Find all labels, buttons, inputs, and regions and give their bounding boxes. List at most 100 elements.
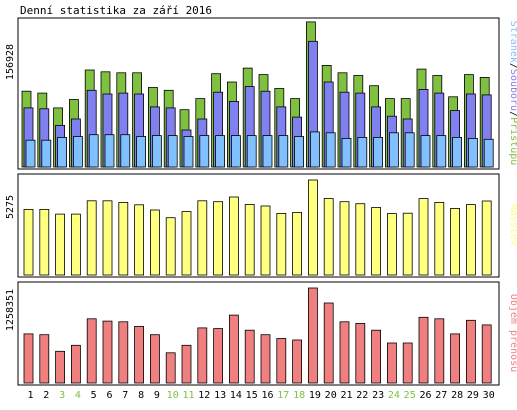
bar-transfer-day-8 <box>134 325 145 384</box>
hits-legend: Stránek/Souborů/Přístupů <box>508 21 517 166</box>
bar-transfer-day-14 <box>228 314 239 384</box>
legend-separator: / <box>508 63 517 69</box>
bar-visits-day-29 <box>465 204 476 276</box>
bar-transfer-day-15 <box>244 329 255 384</box>
bar-str-nek-day-12 <box>199 135 210 168</box>
x-tick-label-day-21: 21 <box>340 390 352 401</box>
bar-transfer-day-17 <box>276 338 287 384</box>
bar-str-nek-day-16 <box>262 135 273 168</box>
bar-visits-day-14 <box>228 196 239 276</box>
x-tick-label-day-23: 23 <box>372 390 384 401</box>
bar-str-nek-day-10 <box>167 135 178 168</box>
x-tick-label-day-22: 22 <box>356 390 368 401</box>
transfer-panel-frame <box>17 281 500 386</box>
x-tick-label-day-29: 29 <box>467 390 479 401</box>
bar-str-nek-day-7 <box>120 134 131 168</box>
bar-visits-day-13 <box>213 201 224 276</box>
bar-transfer-day-5 <box>86 318 97 384</box>
y-axis-max-label-1: 156928 <box>5 44 16 80</box>
x-tick-label-day-26: 26 <box>419 390 431 401</box>
y-axis-labels: 156928 5275 1258351 <box>5 44 16 331</box>
x-tick-label-day-25: 25 <box>404 390 416 401</box>
x-tick-label-day-20: 20 <box>325 390 337 401</box>
bar-transfer-day-7 <box>118 321 129 384</box>
bar-transfer-day-4 <box>71 344 81 384</box>
bar-visits-day-5 <box>86 200 97 276</box>
bar-visits-day-20 <box>323 198 334 276</box>
bar-str-nek-day-17 <box>278 135 289 168</box>
hits-panel-frame <box>17 17 500 170</box>
bar-visits-day-24 <box>386 213 397 276</box>
bar-visits-day-19 <box>307 179 318 276</box>
x-tick-label-day-6: 6 <box>106 390 112 401</box>
bar-str-nek-day-2 <box>41 139 52 168</box>
bar-str-nek-day-18 <box>294 136 305 168</box>
bar-transfer-day-2 <box>39 334 50 384</box>
bar-str-nek-day-15 <box>246 135 257 168</box>
bar-transfer-day-21 <box>339 321 350 384</box>
bar-str-nek-day-23 <box>373 136 384 168</box>
bar-str-nek-day-27 <box>436 135 447 168</box>
x-tick-label-day-7: 7 <box>122 390 128 401</box>
bar-visits-day-18 <box>292 212 303 276</box>
x-tick-label-day-4: 4 <box>75 390 81 401</box>
x-tick-label-day-5: 5 <box>91 390 97 401</box>
bar-transfer-day-20 <box>323 302 334 384</box>
bar-str-nek-day-26 <box>420 135 431 168</box>
bar-str-nek-day-22 <box>357 136 368 168</box>
bar-transfer-day-6 <box>102 320 113 384</box>
x-tick-label-day-19: 19 <box>309 390 321 401</box>
bar-str-nek-day-30 <box>483 138 494 168</box>
x-tick-label-day-15: 15 <box>246 390 258 401</box>
bar-str-nek-day-21 <box>341 137 352 168</box>
bar-visits-day-2 <box>39 208 50 276</box>
bar-transfer-day-22 <box>355 322 366 384</box>
bar-transfer-day-10 <box>165 352 176 384</box>
bar-transfer-day-30 <box>481 324 492 384</box>
x-tick-label-day-28: 28 <box>451 390 463 401</box>
bar-str-nek-day-8 <box>136 136 147 168</box>
bar-visits-day-22 <box>355 203 366 276</box>
x-tick-label-day-13: 13 <box>214 390 226 401</box>
x-tick-label-day-10: 10 <box>167 390 179 401</box>
bar-str-nek-day-20 <box>325 132 336 168</box>
bar-str-nek-day-5 <box>88 134 99 168</box>
bar-transfer-day-25 <box>402 342 413 384</box>
legend-separator: / <box>508 111 517 117</box>
bar-str-nek-day-11 <box>183 136 194 168</box>
visits-panel-frame <box>17 173 500 278</box>
bar-visits-day-1 <box>23 208 34 276</box>
bar-visits-day-15 <box>244 203 255 276</box>
bar-str-nek-day-24 <box>388 132 399 168</box>
bar-visits-day-21 <box>339 201 350 276</box>
x-tick-label-day-11: 11 <box>182 390 194 401</box>
bar-str-nek-day-28 <box>452 136 463 168</box>
x-tick-label-day-1: 1 <box>27 390 33 401</box>
bar-visits-day-8 <box>134 204 145 276</box>
bar-visits-day-7 <box>118 201 129 276</box>
bar-str-nek-day-14 <box>230 135 241 168</box>
legends: Stránek/Souborů/Přístupů Návštěv Objem pře… <box>508 21 517 372</box>
x-tick-label-day-12: 12 <box>198 390 210 401</box>
legend-item-soubor-: Souborů <box>508 69 517 111</box>
y-axis-max-label-2: 5275 <box>5 195 16 219</box>
bar-transfer-day-27 <box>434 318 445 384</box>
x-tick-label-day-14: 14 <box>230 390 242 401</box>
x-tick-label-day-9: 9 <box>154 390 160 401</box>
chart-title: Denní statistika za září 2016 <box>20 4 212 17</box>
bar-transfer-day-3 <box>55 350 65 384</box>
bar-visits-day-26 <box>418 198 429 276</box>
bar-transfer-day-16 <box>260 334 271 384</box>
bar-transfer-day-26 <box>418 316 429 384</box>
bar-transfer-day-12 <box>197 327 208 384</box>
chart-marks <box>21 21 494 384</box>
bar-visits-day-9 <box>149 209 160 276</box>
bar-str-nek-day-25 <box>404 132 415 168</box>
transfer-legend: Objem přenosu <box>508 294 517 372</box>
visits-legend: Návštěv <box>508 204 517 246</box>
x-axis-day-labels: 1 2 3 4 5 6 7 8 9 10 11 12 13 14 15 16 17 18 19 20 21 22 23 24 2… <box>27 390 494 401</box>
x-tick-label-day-2: 2 <box>43 390 49 401</box>
bar-visits-day-23 <box>371 207 382 276</box>
bar-visits-day-12 <box>197 200 208 276</box>
